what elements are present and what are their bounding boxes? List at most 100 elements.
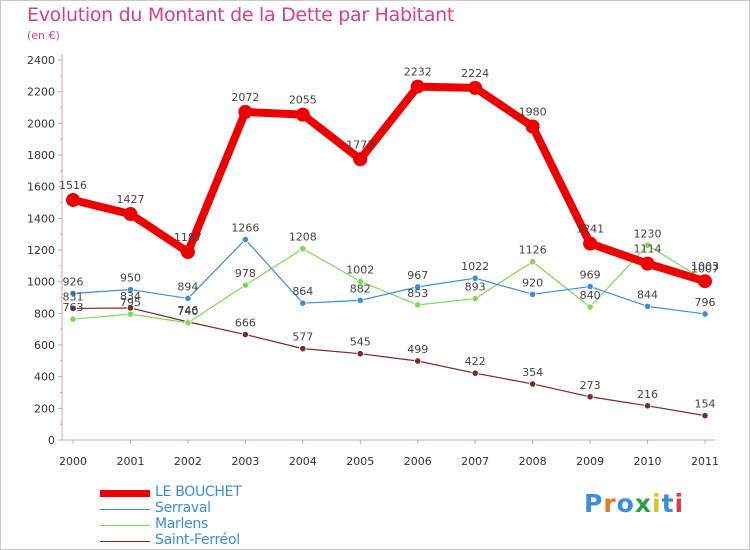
x-tick-label: 2010 (634, 455, 662, 468)
data-point-marlens (356, 277, 364, 285)
y-tick-label: 2000 (27, 117, 55, 130)
x-tick-label: 2000 (59, 455, 87, 468)
data-point-marlens (241, 281, 249, 289)
data-label-serraval: 969 (580, 269, 601, 282)
data-point-serraval (414, 283, 422, 291)
data-label-saint-ferreol: 273 (580, 379, 601, 392)
data-point-marlens (69, 315, 77, 323)
logo-letter: t (661, 489, 675, 518)
x-tick-label: 2008 (519, 455, 547, 468)
data-label-le-bouchet: 1187 (174, 231, 202, 244)
series-line-serraval (72, 238, 706, 315)
data-label-marlens: 763 (63, 301, 84, 314)
data-point-le-bouchet (180, 245, 195, 260)
legend-item-le-bouchet: LE BOUCHET (100, 484, 360, 501)
logo-letter: P (584, 489, 604, 518)
data-label-marlens: 1126 (519, 244, 547, 257)
legend-swatch-marlens (100, 525, 150, 526)
data-point-serraval (184, 294, 192, 303)
data-point-saint-ferreol (241, 330, 249, 339)
data-label-saint-ferreol: 216 (637, 388, 658, 401)
legend-swatch-le-bouchet (100, 490, 150, 497)
legend-label-marlens: Marlens (155, 516, 208, 532)
proxiti-logo: Proxiti (584, 489, 684, 518)
data-label-saint-ferreol: 831 (63, 290, 84, 303)
data-label-saint-ferreol: 545 (350, 336, 371, 349)
x-tick-label: 2006 (404, 455, 432, 468)
y-tick-label: 1200 (27, 244, 55, 257)
y-tick-label: 1800 (27, 149, 55, 162)
data-label-saint-ferreol: 354 (522, 366, 543, 379)
data-point-saint-ferreol (529, 380, 537, 388)
logo-letter: i (674, 489, 685, 518)
data-label-serraval: 844 (637, 288, 658, 301)
data-point-le-bouchet (353, 152, 368, 167)
data-point-marlens (299, 245, 307, 253)
x-tick-label: 2002 (174, 455, 202, 468)
data-label-serraval: 967 (407, 269, 428, 282)
data-point-serraval (701, 310, 709, 318)
x-tick-label: 2004 (289, 455, 317, 468)
data-point-marlens (529, 258, 537, 266)
data-point-saint-ferreol (471, 369, 479, 377)
logo-letter: x (634, 489, 652, 518)
y-tick-label: 600 (34, 339, 55, 352)
data-point-saint-ferreol (701, 412, 709, 420)
data-point-le-bouchet (66, 192, 80, 207)
data-label-marlens: 853 (407, 287, 428, 300)
legend-item-marlens: Marlens (100, 516, 360, 533)
data-point-le-bouchet (525, 119, 540, 134)
data-label-le-bouchet: 1516 (59, 179, 87, 192)
x-tick-label: 2005 (346, 455, 374, 468)
data-point-le-bouchet (123, 207, 138, 222)
data-label-le-bouchet: 2224 (461, 67, 489, 80)
y-tick-label: 1000 (27, 276, 55, 289)
data-point-serraval (241, 235, 249, 244)
x-tick-label: 2001 (116, 455, 144, 468)
data-label-serraval: 920 (522, 276, 543, 289)
data-point-marlens (184, 319, 192, 327)
data-point-serraval (126, 285, 135, 294)
data-point-le-bouchet (295, 107, 310, 122)
data-point-marlens (471, 295, 479, 303)
data-label-le-bouchet: 2232 (404, 66, 432, 79)
chart-title: Evolution du Montant de la Dette par Hab… (27, 4, 455, 26)
data-label-le-bouchet: 1003 (691, 260, 719, 273)
y-tick-label: 800 (34, 307, 55, 320)
y-tick-label: 1400 (27, 212, 55, 225)
data-point-saint-ferreol (586, 393, 594, 401)
data-label-le-bouchet: 1980 (519, 106, 547, 119)
data-label-serraval: 1266 (231, 222, 259, 235)
data-point-serraval (299, 299, 307, 307)
series-line-saint-ferreol (72, 307, 706, 417)
y-tick-label: 2200 (27, 86, 55, 99)
data-label-saint-ferreol: 834 (120, 290, 141, 303)
data-label-saint-ferreol: 577 (292, 331, 313, 344)
y-tick-label: 2400 (27, 54, 55, 67)
data-label-marlens: 1208 (289, 231, 317, 244)
data-point-serraval (586, 282, 594, 291)
data-label-saint-ferreol: 746 (177, 304, 198, 317)
y-tick-label: 1600 (27, 181, 55, 194)
data-point-saint-ferreol (414, 357, 422, 365)
data-label-le-bouchet: 1773 (346, 138, 374, 151)
data-point-le-bouchet (468, 80, 483, 95)
data-label-marlens: 740 (177, 305, 198, 318)
logo-letter: i (652, 489, 662, 518)
logo-letter: o (616, 489, 635, 518)
x-tick-label: 2011 (691, 455, 719, 468)
data-point-marlens (414, 301, 422, 309)
data-label-saint-ferreol: 499 (407, 343, 428, 356)
data-point-marlens (126, 310, 135, 318)
data-label-saint-ferreol: 154 (695, 398, 716, 411)
data-point-serraval (529, 290, 537, 298)
data-label-le-bouchet: 1427 (116, 193, 144, 206)
legend-label-le-bouchet: LE BOUCHET (155, 484, 242, 500)
data-label-serraval: 864 (292, 285, 313, 298)
data-label-saint-ferreol: 666 (235, 317, 256, 330)
data-label-serraval: 894 (177, 280, 198, 293)
data-label-le-bouchet: 2072 (231, 91, 259, 104)
data-label-marlens: 795 (120, 296, 141, 309)
data-label-serraval: 796 (695, 296, 716, 309)
